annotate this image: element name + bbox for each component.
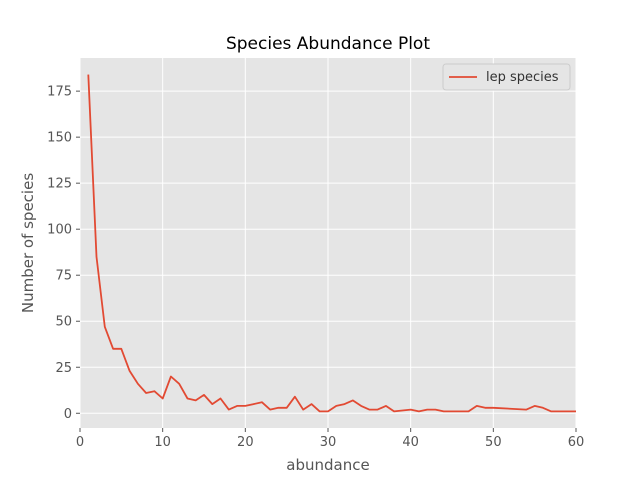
axis-ticks: 0 10 20 30 40 50 60 0 25 50 75 100 125 150 175 xyxy=(47,85,584,450)
x-tick-label: 40 xyxy=(402,435,419,450)
series-line-lep-species xyxy=(87,74,576,413)
y-tick-label: 125 xyxy=(47,177,72,192)
y-tick-label: 175 xyxy=(47,85,72,100)
legend-label: lep species xyxy=(486,70,559,85)
y-tick-label: 150 xyxy=(47,131,72,146)
y-tick-label: 0 xyxy=(64,407,72,422)
y-tick-label: 100 xyxy=(47,223,72,238)
x-axis-label: abundance xyxy=(286,456,369,474)
x-tick-label: 60 xyxy=(568,435,585,450)
legend: lep species xyxy=(442,63,571,91)
grid-lines xyxy=(79,58,577,428)
y-tick-label: 50 xyxy=(55,315,72,330)
x-tick-label: 20 xyxy=(237,435,254,450)
y-tick-label: 25 xyxy=(55,361,72,376)
y-axis-label: Number of species xyxy=(19,173,37,313)
x-tick-label: 0 xyxy=(76,435,84,450)
y-tick-label: 75 xyxy=(55,269,72,284)
legend-box xyxy=(442,63,571,91)
x-tick-label: 10 xyxy=(154,435,171,450)
x-tick-label: 30 xyxy=(320,435,337,450)
series-layer xyxy=(87,74,576,413)
chart-title: Species Abundance Plot xyxy=(226,34,430,54)
x-tick-label: 50 xyxy=(485,435,502,450)
